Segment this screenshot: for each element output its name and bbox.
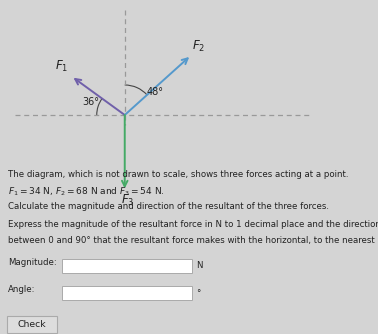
Text: 36°: 36° xyxy=(83,97,100,107)
Text: $F_3$: $F_3$ xyxy=(121,192,135,207)
Text: Check: Check xyxy=(18,320,46,329)
Text: Magnitude:: Magnitude: xyxy=(8,258,57,267)
Text: $F_1 = 34$ N, $F_2 = 68$ N and $F_3 = 54$ N.: $F_1 = 34$ N, $F_2 = 68$ N and $F_3 = 54… xyxy=(8,186,165,198)
Text: Angle:: Angle: xyxy=(8,285,36,294)
Text: $F_2$: $F_2$ xyxy=(192,39,206,54)
Text: 48°: 48° xyxy=(147,87,164,97)
Text: $F_1$: $F_1$ xyxy=(55,58,68,74)
Text: Express the magnitude of the resultant force in N to 1 decimal place and the dir: Express the magnitude of the resultant f… xyxy=(8,219,378,228)
Text: N: N xyxy=(196,262,203,271)
Text: between 0 and 90° that the resultant force makes with the horizontal, to the nea: between 0 and 90° that the resultant for… xyxy=(8,235,378,244)
Bar xyxy=(62,259,192,273)
Text: The diagram, which is not drawn to scale, shows three forces acting at a point.: The diagram, which is not drawn to scale… xyxy=(8,170,349,179)
FancyBboxPatch shape xyxy=(7,316,57,333)
Text: Calculate the magnitude and direction of the resultant of the three forces.: Calculate the magnitude and direction of… xyxy=(8,202,329,211)
Bar xyxy=(62,286,192,300)
Text: °: ° xyxy=(196,289,200,298)
